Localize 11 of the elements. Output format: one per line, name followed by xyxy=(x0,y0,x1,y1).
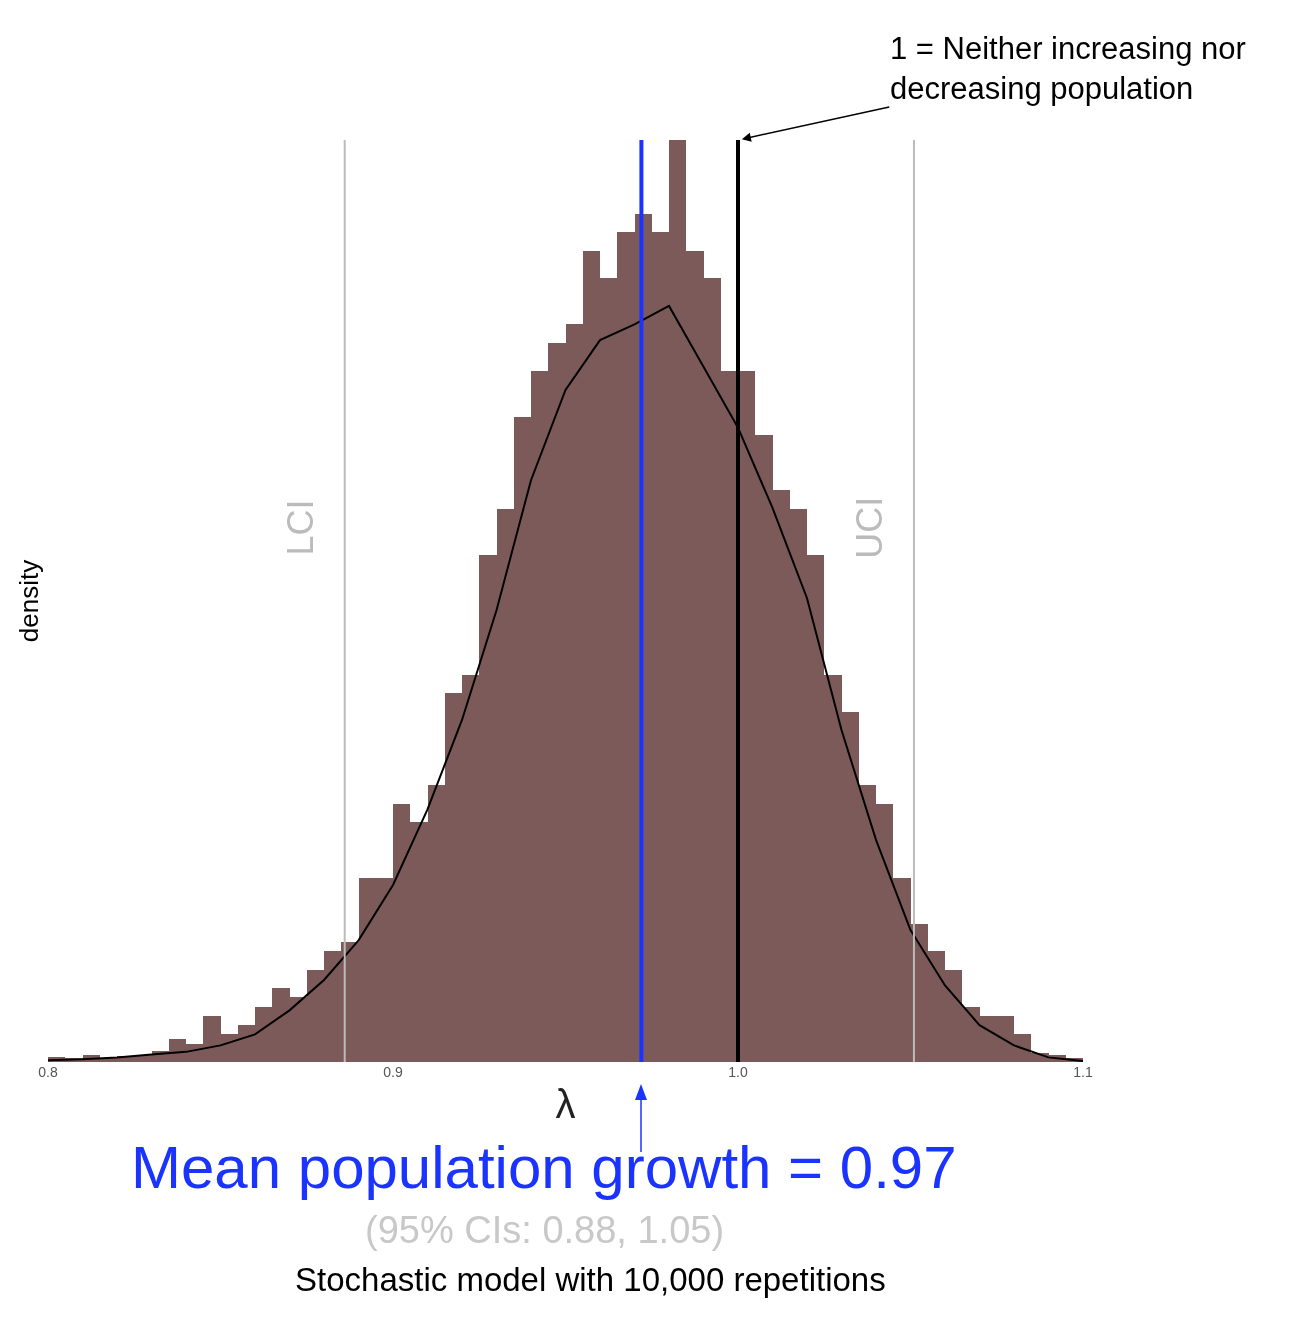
y-axis-title: density xyxy=(14,559,45,643)
ref-line-label: LCI xyxy=(279,499,321,556)
annotation: 1 = Neither increasing nor decreasing population xyxy=(890,31,1246,107)
annotation: Mean population growth = 0.97 xyxy=(131,1134,957,1201)
x-axis-title: λ xyxy=(555,1081,576,1126)
x-tick-label: 1.0 xyxy=(728,1064,748,1080)
ref-line-label: UCI xyxy=(849,496,891,559)
x-tick-label: 0.8 xyxy=(38,1064,58,1080)
x-tick-label: 0.9 xyxy=(383,1064,403,1080)
text: Stochastic model with 10,000 repetitions xyxy=(295,1261,886,1298)
x-tick-label: 1.1 xyxy=(1073,1064,1093,1080)
